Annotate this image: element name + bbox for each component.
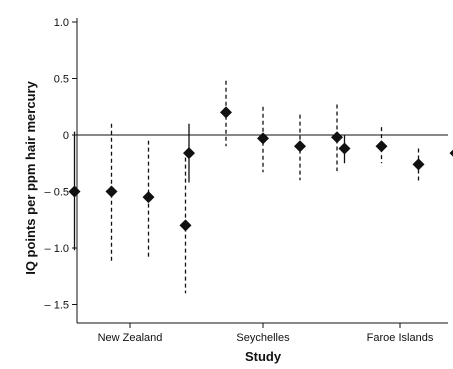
y-axis-title: IQ points per ppm hair mercury bbox=[23, 80, 38, 274]
y-tick-label: 0.5 bbox=[54, 74, 69, 86]
estimate-marker bbox=[179, 219, 192, 232]
y-tick-label: – 0.5 bbox=[45, 187, 69, 199]
estimate-marker bbox=[183, 147, 195, 160]
estimate-marker bbox=[220, 106, 232, 119]
x-axis-title: Study bbox=[245, 349, 282, 364]
estimate-marker bbox=[257, 132, 269, 145]
estimate-marker bbox=[375, 140, 388, 153]
y-tick-label: 1.0 bbox=[54, 17, 69, 29]
y-tick-label: – 1.0 bbox=[45, 243, 69, 255]
estimate-marker bbox=[142, 191, 155, 204]
x-tick-label: Faroe Islands bbox=[367, 332, 434, 344]
x-tick-label: Seychelles bbox=[236, 332, 290, 344]
estimate-marker bbox=[105, 185, 118, 198]
estimate-marker bbox=[449, 149, 453, 157]
estimate-marker bbox=[412, 158, 425, 171]
x-tick-label: New Zealand bbox=[98, 332, 163, 344]
estimate-marker bbox=[331, 131, 343, 144]
estimate-marker bbox=[68, 185, 81, 198]
y-tick-label: – 1.5 bbox=[45, 300, 69, 312]
estimate-marker bbox=[294, 140, 306, 153]
y-tick-label: 0 bbox=[63, 130, 69, 142]
estimate-marker bbox=[338, 142, 351, 155]
